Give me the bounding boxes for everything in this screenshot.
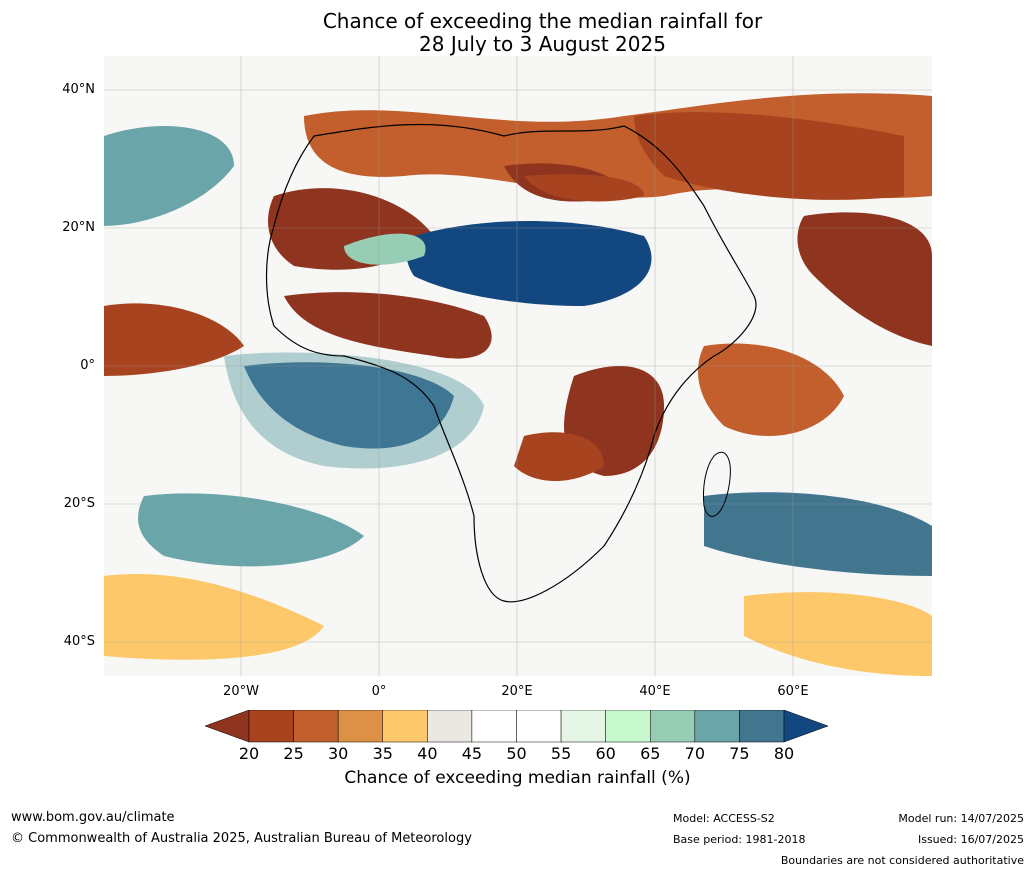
colorbar-tick-label: 65 (640, 744, 661, 763)
rainfall-map (104, 56, 932, 676)
colorbar-tick-label: 60 (595, 744, 616, 763)
colorbar-box (560, 710, 606, 743)
dry-region-gulf-guinea (104, 303, 244, 376)
dry-region-south-atlantic (104, 574, 324, 660)
lat-label-20s: 20°S (63, 496, 95, 511)
dry-region-west-africa (284, 292, 492, 359)
colorbar-tick-label: 45 (461, 744, 483, 763)
colorbar-box (337, 710, 384, 743)
colorbar-tick-label: 55 (550, 744, 572, 763)
footer-disclaimer: Boundaries are not considered authoritat… (780, 854, 1024, 867)
lon-label-0: 0° (371, 684, 387, 699)
colorbar-low-arrow (205, 710, 250, 743)
colorbar-tick-label: 75 (729, 744, 750, 763)
footer-base-period: Base period: 1981-2018 (673, 833, 806, 846)
dry-region-southern-africa (514, 432, 604, 481)
lon-label-20w: 20°W (223, 684, 259, 699)
footer-copyright: © Commonwealth of Australia 2025, Austra… (11, 831, 472, 846)
map-gridlines (104, 56, 932, 676)
colorbar-tick-label: 35 (372, 744, 393, 763)
lat-label-20n: 20°N (62, 220, 95, 235)
lon-label-20e: 20°E (501, 684, 533, 699)
colorbar-tick-label: 50 (506, 744, 527, 763)
dry-region-middle-east (634, 112, 904, 200)
colorbar-tick-label: 40 (417, 744, 438, 763)
africa-coastline (265, 123, 757, 603)
colorbar (205, 710, 829, 743)
colorbar-box (248, 710, 294, 743)
wet-region-southern-atlantic (138, 493, 364, 567)
colorbar-box (739, 710, 785, 743)
map-title-line1: Chance of exceeding the median rainfall … (322, 9, 763, 33)
footer-model: Model: ACCESS-S2 (673, 812, 775, 825)
lat-label-40n: 40°N (62, 82, 95, 97)
madagascar-coastline (703, 451, 731, 517)
colorbar-high-arrow (783, 710, 829, 743)
wet-region-equatorial-outer (224, 352, 484, 469)
dry-region-egypt (524, 174, 644, 202)
dry-region-south-indian (744, 592, 932, 676)
colorbar-box (605, 710, 651, 743)
wet-region-northwest-atlantic (104, 126, 234, 226)
wet-band-sahel-outer (344, 233, 426, 265)
map-title-line2: 28 July to 3 August 2025 (419, 32, 666, 56)
wet-region-southern-indian (704, 492, 932, 576)
dry-region-indian-ocean (698, 343, 844, 436)
colorbar-tick-label: 70 (684, 744, 705, 763)
colorbar-tick-label: 80 (773, 744, 795, 763)
footer-url[interactable]: www.bom.gov.au/climate (11, 810, 175, 825)
lat-label-0: 0° (80, 358, 95, 373)
lat-label-40s: 40°S (63, 634, 95, 649)
colorbar-tick-label: 30 (327, 744, 349, 763)
colorbar-box (382, 710, 428, 743)
wet-region-sahel (406, 221, 652, 306)
colorbar-box (293, 710, 339, 743)
lon-label-60e: 60°E (777, 684, 809, 699)
colorbar-label: Chance of exceeding median rainfall (%) (344, 768, 691, 788)
colorbar-box (650, 710, 696, 743)
colorbar-box (427, 710, 473, 743)
colorbar-box (694, 710, 740, 743)
lon-label-40e: 40°E (639, 684, 671, 699)
colorbar-box (471, 710, 517, 743)
colorbar-tick-label: 20 (238, 744, 260, 763)
footer-issued: Issued: 16/07/2025 (917, 833, 1024, 846)
footer-model-run: Model run: 14/07/2025 (898, 812, 1024, 825)
colorbar-tick-label: 25 (283, 744, 304, 763)
dry-region-arabian-sea (797, 212, 932, 346)
colorbar-box (516, 710, 562, 743)
